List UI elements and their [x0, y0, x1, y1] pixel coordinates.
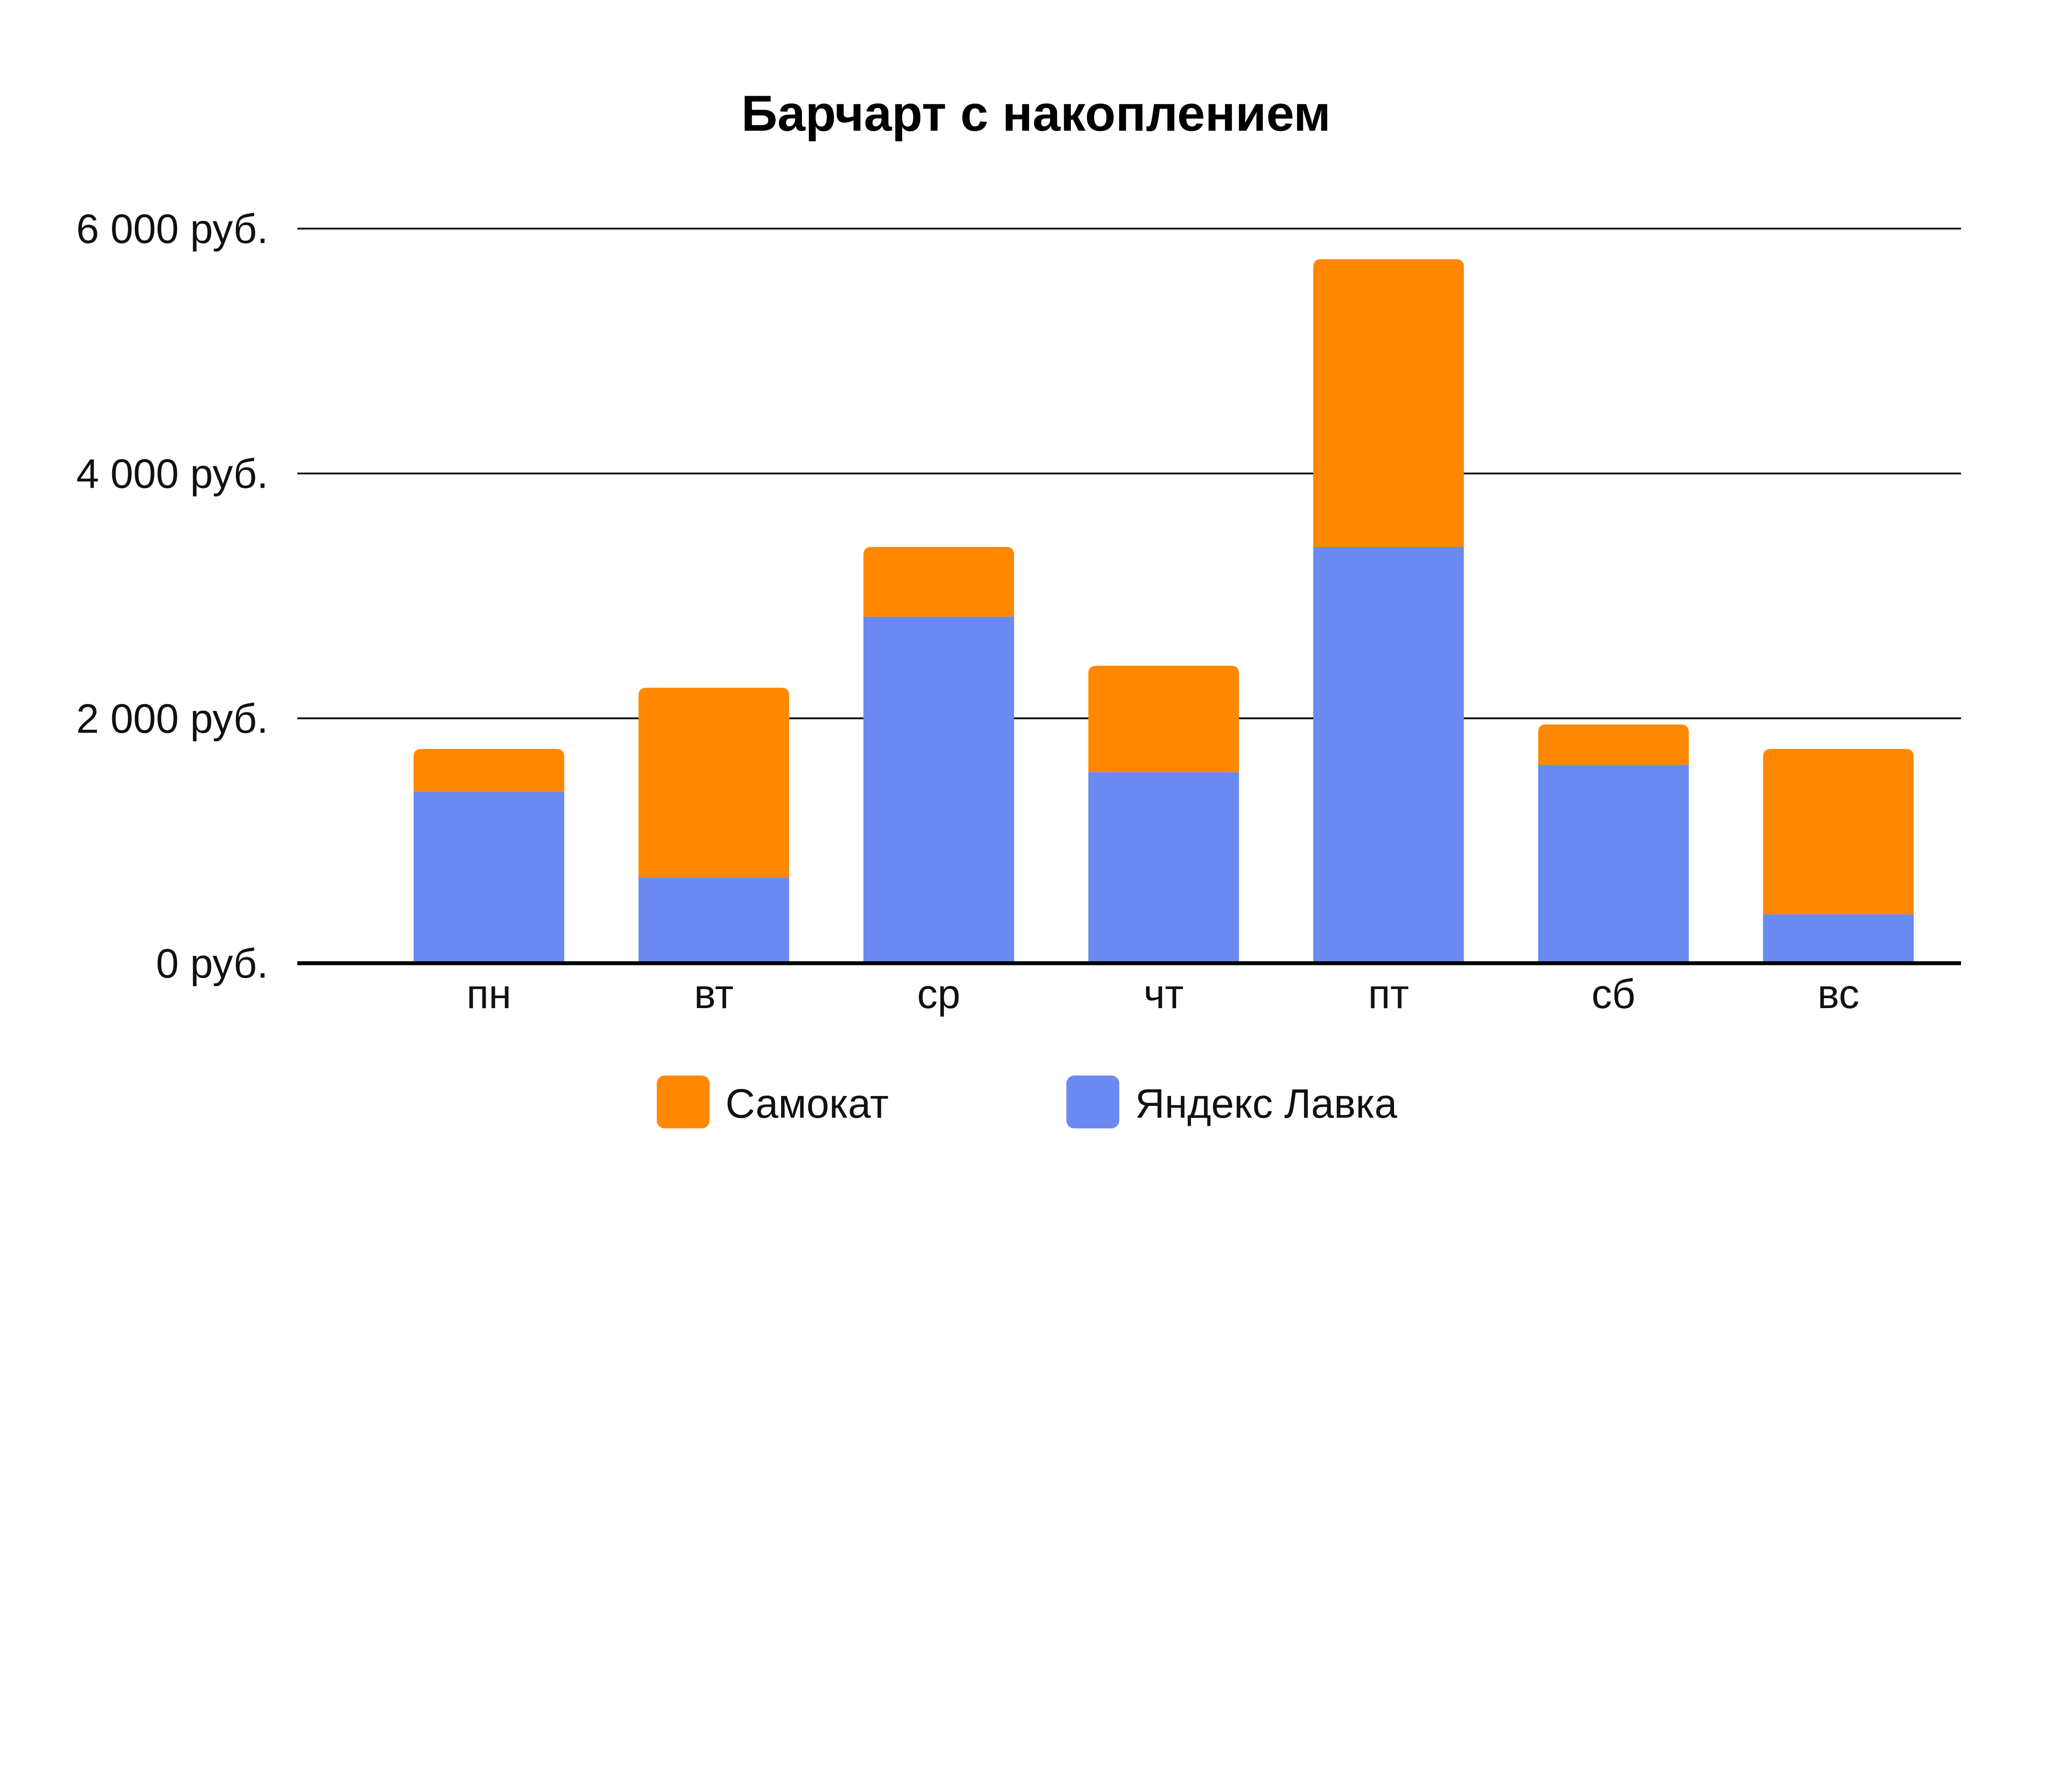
bar-segment-yandex-lavka — [638, 877, 789, 963]
bars — [414, 259, 1914, 963]
bar-segment-yandex-lavka — [1088, 772, 1239, 963]
legend-swatch — [1066, 1075, 1119, 1129]
bar-segment-samokat — [1313, 259, 1464, 547]
legend: Самокат Яндекс Лавка — [656, 1075, 1397, 1129]
legend-label: Самокат — [726, 1081, 889, 1127]
bar-segment-yandex-lavka — [863, 617, 1014, 963]
bar-segment-samokat — [1538, 724, 1689, 765]
x-tick-label: вс — [1818, 971, 1859, 1017]
x-tick-label: пт — [1368, 971, 1409, 1017]
y-tick-label: 2 000 руб. — [76, 696, 268, 742]
x-tick-label: вт — [694, 971, 734, 1017]
chart-container: Барчарт с накоплением 0 руб. 2 000 руб. 4 … — [76, 85, 1961, 1129]
y-tick-label: 4 000 руб. — [76, 451, 268, 497]
y-tick-label: 0 руб. — [156, 941, 268, 987]
x-tick-label: чт — [1144, 971, 1184, 1017]
stacked-bar-chart: Барчарт с накоплением 0 руб. 2 000 руб. 4 … — [76, 85, 1961, 1129]
bar-segment-samokat — [414, 749, 564, 792]
x-axis-ticks: пн вт ср чт пт сб вс — [467, 971, 1859, 1017]
chart-title: Барчарт с накоплением — [741, 85, 1331, 142]
y-axis-ticks: 0 руб. 2 000 руб. 4 000 руб. 6 000 руб. — [76, 206, 268, 987]
x-tick-label: сб — [1591, 971, 1635, 1017]
bar-segment-yandex-lavka — [1763, 914, 1914, 963]
x-tick-label: пн — [467, 971, 511, 1017]
bar-segment-yandex-lavka — [1538, 764, 1689, 963]
gridlines — [297, 227, 1961, 719]
x-tick-label: ср — [917, 971, 960, 1017]
bar-segment-samokat — [638, 687, 789, 878]
bar-segment-yandex-lavka — [1313, 547, 1464, 963]
bar-segment-samokat — [1763, 749, 1914, 914]
bar-segment-samokat — [1088, 665, 1239, 772]
y-tick-label: 6 000 руб. — [76, 206, 268, 252]
legend-swatch — [656, 1075, 710, 1129]
bar-segment-yandex-lavka — [414, 791, 564, 963]
legend-label: Яндекс Лавка — [1135, 1081, 1397, 1127]
bar-segment-samokat — [863, 547, 1014, 617]
